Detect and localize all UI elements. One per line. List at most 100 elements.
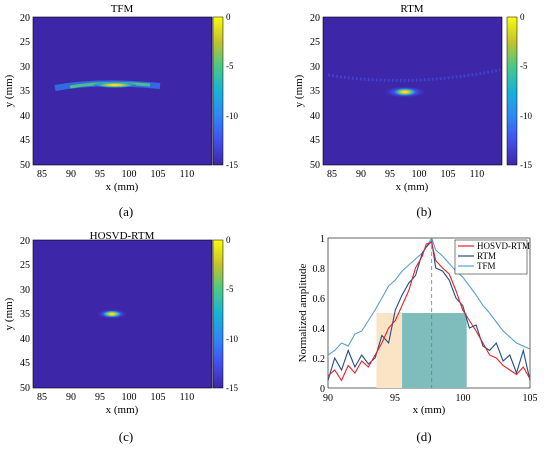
panel-a-xticks: 85 90 95 100 105 110 [37, 169, 194, 180]
panel-b-title: RTM [400, 3, 423, 15]
series-line-rtm [327, 239, 531, 381]
tick-label: 105 [441, 169, 456, 180]
tick-label: 25 [310, 37, 320, 48]
panel-b-xlabel: x (mm) [396, 181, 429, 193]
tick-label: 95 [95, 392, 105, 403]
tick-label: 0.4 [313, 324, 326, 335]
panel-a-title: TFM [111, 3, 134, 15]
tick-label: 95 [95, 169, 105, 180]
tick-label: 0.2 [313, 354, 326, 365]
panel-d-series [327, 236, 531, 382]
colorbar-tick: 0 [226, 12, 231, 22]
tick-label: 30 [20, 285, 30, 296]
tick-label: 90 [323, 393, 333, 404]
panel-c-yticks: 20 25 30 35 40 45 50 [20, 236, 30, 394]
panel-d-xticks: 90 95 100 105 [323, 393, 538, 404]
tick-label: 45 [20, 358, 30, 369]
series-line-tfm [327, 236, 531, 356]
tick-label: 45 [310, 135, 320, 146]
colorbar-tick: -5 [226, 284, 234, 294]
panel-b-colorbar [506, 16, 518, 166]
panel-a-colorbar [212, 16, 224, 166]
panel-c-xticks: 85 90 95 100 105 110 [37, 392, 194, 403]
panel-c-title: HOSVD-RTM [90, 230, 155, 242]
colorbar-tick: 0 [520, 12, 525, 22]
legend-entry: HOSVD-RTM [477, 241, 530, 251]
tick-label: 50 [20, 160, 30, 171]
panel-d-legend: HOSVD-RTM RTM TFM [454, 239, 530, 275]
colorbar-tick: -5 [226, 61, 234, 71]
tick-label: 45 [20, 135, 30, 146]
tick-label: 100 [412, 169, 427, 180]
panel-b-xticks: 85 90 95 100 105 110 [327, 169, 484, 180]
panel-d: 90 95 100 105 0 0.2 0.4 0.6 0.8 1 x (mm)… [297, 234, 538, 444]
tick-label: 20 [20, 13, 30, 24]
panel-c-xlabel: x (mm) [106, 404, 139, 416]
tick-label: 30 [20, 62, 30, 73]
tick-label: 40 [20, 111, 30, 122]
tick-label: 50 [20, 383, 30, 394]
panel-b: RTM 85 90 95 100 105 110 20 25 30 35 40 … [293, 3, 532, 219]
tick-label: 35 [20, 309, 30, 320]
panel-d-xlabel: x (mm) [413, 404, 446, 416]
panel-a-caption: (a) [119, 204, 133, 219]
tick-label: 100 [456, 393, 471, 404]
tick-label: 105 [151, 392, 166, 403]
tick-label: 90 [66, 169, 76, 180]
panel-b-reflection [327, 68, 501, 98]
panel-a-yticks: 20 25 30 35 40 45 50 [20, 13, 30, 171]
colorbar-tick: 0 [226, 235, 231, 245]
colorbar-tick: -15 [520, 160, 532, 170]
tick-label: 105 [523, 393, 538, 404]
panel-a-reflection [54, 80, 161, 91]
shaded-region [376, 313, 403, 388]
colorbar-tick: -15 [226, 383, 238, 393]
colorbar-tick: -15 [226, 160, 238, 170]
panel-b-caption: (b) [416, 204, 431, 219]
panel-d-shaded-regions [376, 313, 467, 388]
tick-label: 1 [320, 234, 325, 245]
panel-d-ylabel: Normalized amplitude [297, 264, 309, 363]
tick-label: 95 [385, 169, 395, 180]
tick-label: 85 [327, 169, 337, 180]
panel-d-yticks: 0 0.2 0.4 0.6 0.8 1 [313, 234, 326, 395]
legend-entry: RTM [477, 251, 496, 261]
tick-label: 85 [37, 169, 47, 180]
tick-label: 50 [310, 160, 320, 171]
colorbar-tick: -10 [226, 111, 238, 121]
series-line-hosvd-rtm [327, 241, 531, 382]
tick-label: 0.6 [313, 294, 326, 305]
tick-label: 85 [37, 392, 47, 403]
colorbar-tick: -5 [520, 61, 528, 71]
colorbar-tick: -10 [520, 111, 532, 121]
panel-c: HOSVD-RTM 85 90 95 100 105 110 20 25 30 … [3, 230, 238, 444]
tick-label: 35 [20, 86, 30, 97]
tick-label: 40 [20, 334, 30, 345]
tick-label: 40 [310, 111, 320, 122]
shaded-region [402, 313, 467, 388]
panel-c-reflection [96, 309, 128, 319]
tick-label: 100 [122, 392, 137, 403]
tick-label: 20 [20, 236, 30, 247]
tick-label: 110 [470, 169, 485, 180]
tick-label: 25 [20, 37, 30, 48]
panel-b-ylabel: y (mm) [293, 74, 305, 107]
panel-a-plot-area [32, 16, 213, 166]
tick-label: 110 [180, 392, 195, 403]
tick-label: 0 [320, 384, 325, 395]
panel-c-ylabel: y (mm) [3, 297, 15, 330]
tick-label: 95 [390, 393, 400, 404]
panel-a-xlabel: x (mm) [106, 181, 139, 193]
tick-label: 25 [20, 260, 30, 271]
tick-label: 105 [151, 169, 166, 180]
tick-label: 35 [310, 86, 320, 97]
tick-label: 90 [356, 169, 366, 180]
legend-entry: TFM [477, 261, 496, 271]
panel-c-colorbar [212, 239, 224, 389]
panel-b-yticks: 20 25 30 35 40 45 50 [310, 13, 320, 171]
tick-label: 20 [310, 13, 320, 24]
tick-label: 0.8 [313, 264, 326, 275]
tick-label: 110 [180, 169, 195, 180]
panel-a-ylabel: y (mm) [3, 74, 15, 107]
